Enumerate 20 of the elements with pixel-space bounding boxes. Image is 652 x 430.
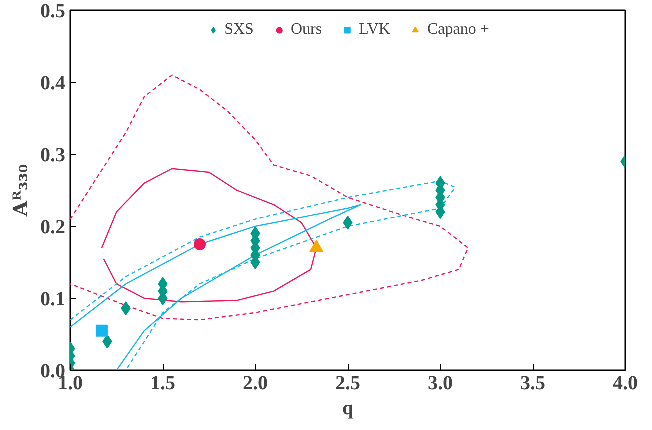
x-tick-label: 2.5 [336,372,360,394]
x-axis-title: q [342,398,354,420]
legend-label: LVK [359,21,390,39]
y-tick-label: 0.5 [40,0,66,22]
y-axis-title: Aᴿ₃₃₀ [8,164,32,218]
point [194,238,206,250]
y-tick-label: 0.2 [40,216,66,238]
y-tick-label: 0.4 [40,72,66,94]
x-tick-label: 4.0 [613,372,638,394]
legend-label: Ours [290,21,322,39]
x-tick-label: 3.5 [520,372,546,394]
x-tick-label: 1.5 [150,372,176,394]
line-series [70,74,469,321]
y-tick-label: 0.3 [40,144,66,166]
y-tick-label: 0.1 [40,288,66,310]
x-tick-label: 3.0 [428,372,453,394]
legend-label: SXS [224,21,254,39]
point [96,324,108,337]
x-tick-label: 2.0 [243,372,268,394]
legend-label: Capano + [427,21,490,39]
